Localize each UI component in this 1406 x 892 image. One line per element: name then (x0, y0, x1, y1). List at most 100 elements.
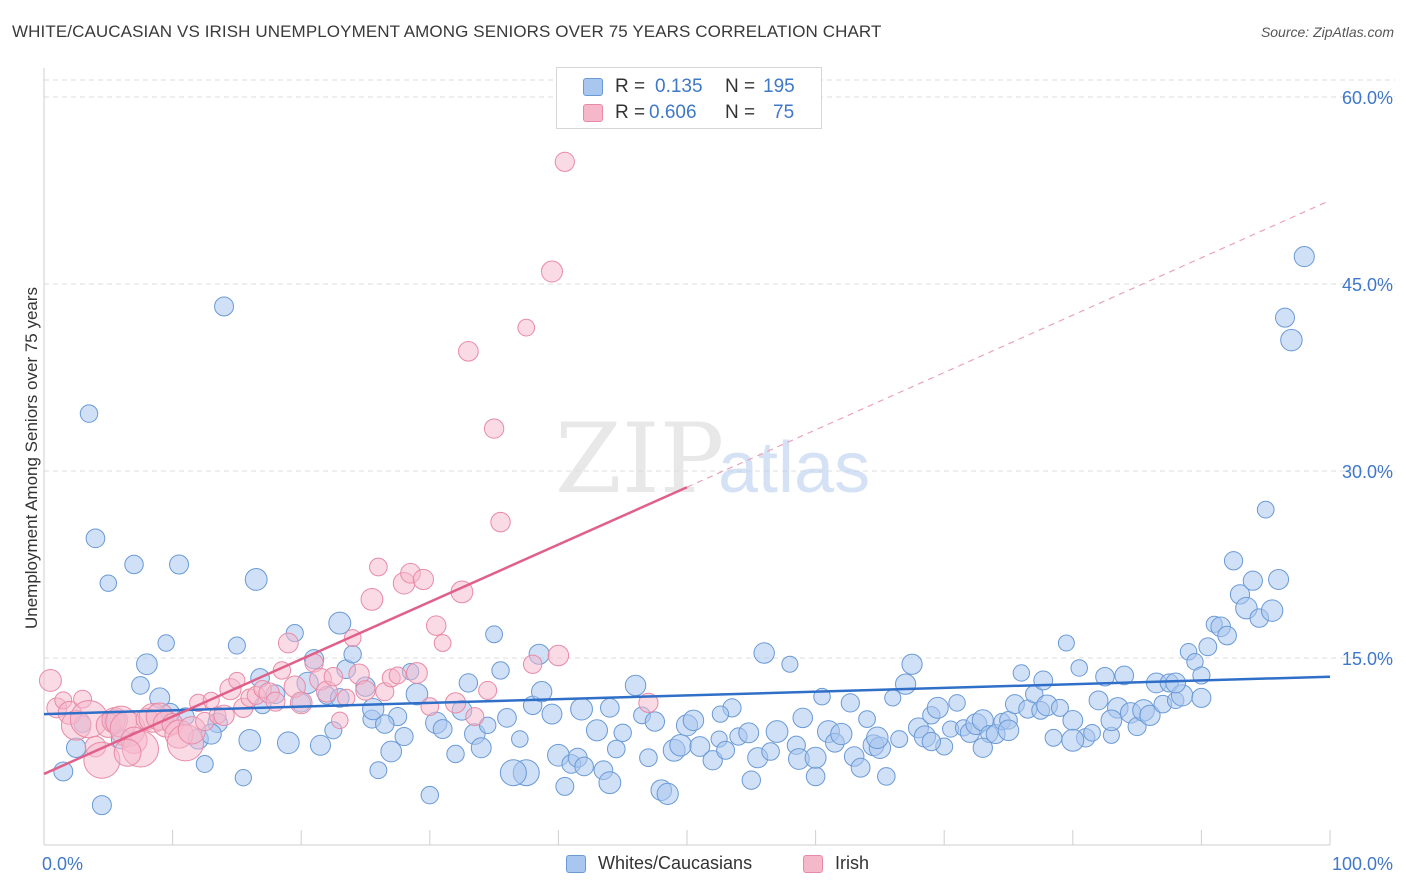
data-point-whites (1217, 625, 1237, 646)
data-point-irish (547, 644, 570, 667)
data-point-whites (485, 625, 504, 644)
data-point-whites (458, 673, 479, 693)
data-point-whites (1062, 709, 1084, 731)
data-point-whites (805, 766, 826, 787)
data-point-whites (511, 730, 529, 748)
data-point-whites (65, 737, 87, 758)
data-point-whites (394, 726, 414, 747)
data-point-whites (781, 655, 799, 673)
data-point-whites (570, 697, 593, 721)
data-point-whites (765, 720, 789, 743)
data-point-whites (1088, 690, 1109, 711)
data-point-whites (1165, 672, 1187, 694)
data-point-irish (490, 511, 511, 533)
data-point-irish (113, 738, 142, 767)
data-point-whites (792, 707, 813, 729)
data-point-whites (380, 740, 403, 763)
data-point-whites (131, 676, 150, 695)
data-point-irish (412, 568, 434, 591)
y-tick-label: 60.0% (1342, 88, 1393, 108)
data-point-whites (702, 750, 723, 771)
data-point-irish (465, 707, 485, 727)
data-point-whites (585, 719, 608, 742)
data-point-whites (711, 705, 730, 723)
data-point-whites (600, 698, 620, 718)
data-point-whites (1139, 704, 1161, 726)
tick-labels: 15.0% 30.0% 45.0% 60.0% 0.0% 100.0% (42, 88, 1393, 874)
data-point-whites (830, 722, 853, 746)
data-point-whites (169, 554, 190, 575)
data-point-whites (761, 742, 780, 761)
data-point-whites (738, 722, 760, 744)
data-point-whites (541, 703, 563, 725)
data-point-whites (195, 754, 214, 773)
data-point-irish (388, 666, 407, 685)
data-point-irish (433, 634, 452, 652)
data-point-whites (1083, 723, 1101, 742)
source-note: Source: ZipAtlas.com (1260, 24, 1394, 40)
legend-r-label: R = (615, 102, 646, 123)
data-point-whites (79, 404, 99, 423)
data-point-whites (369, 761, 388, 780)
data-point-irish (517, 318, 536, 337)
data-point-whites (136, 653, 158, 676)
data-point-whites (362, 697, 385, 721)
data-point-whites (716, 740, 736, 760)
data-point-whites (1012, 664, 1031, 682)
data-point-whites (85, 528, 106, 549)
trend-line-whites (43, 675, 1331, 716)
data-point-whites (689, 736, 711, 757)
data-point-irish (406, 662, 428, 684)
data-point-whites (1242, 570, 1263, 591)
legend-n-value-whites: 195 (763, 76, 795, 97)
legend-r-value-whites: 0.135 (655, 76, 703, 97)
legend-swatch-whites (583, 78, 603, 96)
data-point-whites (276, 731, 300, 755)
data-point-whites (606, 739, 626, 759)
data-point-whites (1293, 246, 1315, 268)
bottom-legend-label-whites: Whites/Caucasians (598, 853, 753, 873)
data-point-whites (741, 770, 761, 790)
data-point-whites (840, 693, 860, 713)
data-point-whites (877, 767, 896, 786)
y-axis-label: Unemployment Among Seniors over 75 years (22, 286, 41, 630)
legend-n-label: N = (725, 102, 756, 123)
data-point-whites (997, 719, 1020, 742)
data-point-whites (972, 737, 993, 758)
data-point-whites (926, 696, 949, 719)
data-point-whites (1070, 659, 1088, 677)
watermark: ZIP atlas (555, 403, 870, 515)
data-point-whites (238, 728, 262, 752)
data-point-whites (753, 642, 775, 664)
data-point-whites (574, 756, 594, 777)
data-point-whites (1256, 500, 1275, 519)
data-point-whites (531, 680, 553, 703)
data-point-irish (38, 668, 62, 692)
data-point-whites (1274, 307, 1295, 328)
data-point-whites (598, 771, 622, 795)
data-point-irish (331, 711, 349, 730)
correlation-legend: R = 0.135 N = 195 R = 0.606 N = 75 (556, 67, 822, 129)
x-tick-label: 100.0% (1332, 854, 1393, 874)
legend-r-value-irish: 0.606 (649, 102, 697, 123)
data-point-irish (540, 260, 563, 283)
x-tick-label: 0.0% (42, 854, 83, 874)
data-point-whites (91, 795, 112, 816)
chart-title: WHITE/CAUCASIAN VS IRISH UNEMPLOYMENT AM… (12, 22, 882, 41)
data-point-whites (948, 694, 966, 712)
data-point-whites (491, 661, 510, 680)
data-point-whites (890, 730, 909, 748)
data-point-whites (858, 710, 876, 728)
data-point-whites (656, 782, 679, 805)
data-point-whites (884, 689, 902, 707)
data-point-irish (369, 557, 388, 577)
data-point-whites (227, 636, 246, 655)
data-point-whites (1223, 551, 1244, 571)
data-point-whites (639, 748, 658, 768)
data-point-whites (470, 737, 492, 759)
data-point-whites (850, 757, 871, 778)
trend-line-irish (43, 486, 688, 776)
data-point-whites (124, 554, 144, 575)
data-point-irish (355, 680, 376, 701)
